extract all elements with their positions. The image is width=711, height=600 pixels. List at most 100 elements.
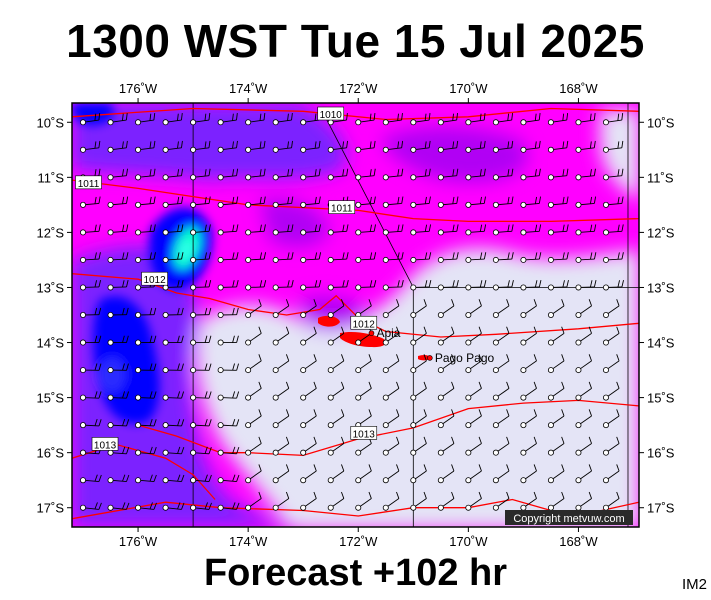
wind-barb — [520, 252, 542, 263]
wind-barb — [190, 363, 212, 374]
wind-barb — [410, 252, 432, 263]
wind-barb — [465, 113, 486, 126]
wind-barb — [547, 252, 569, 263]
wind-barb — [272, 113, 293, 126]
wind-barb — [382, 354, 400, 374]
wind-barb — [547, 354, 565, 374]
wind-barb — [300, 326, 317, 346]
wind-barb — [162, 391, 185, 401]
wind-barb — [410, 196, 431, 208]
wind-barb — [272, 279, 294, 291]
wind-barb — [520, 326, 537, 346]
lat-tick-label: 15˚S — [647, 391, 675, 406]
wind-barb — [465, 299, 482, 318]
wind-barb — [327, 140, 349, 153]
wind-barb — [80, 474, 102, 484]
wind-barb — [437, 196, 459, 208]
wind-barb — [217, 474, 240, 484]
svg-text:1011: 1011 — [331, 204, 353, 215]
savaii-island — [318, 315, 340, 327]
wind-barb — [162, 446, 185, 456]
wind-barb — [327, 409, 345, 429]
wind-barb — [547, 196, 569, 208]
wind-barb — [602, 113, 624, 126]
svg-text:1013: 1013 — [353, 429, 376, 440]
wind-barb — [272, 168, 294, 181]
wind-barb — [245, 326, 262, 346]
wind-barb — [107, 252, 129, 263]
wind-barb — [162, 502, 185, 511]
wind-barb — [465, 491, 482, 511]
wind-barb — [135, 168, 156, 181]
wind-barb — [300, 436, 317, 456]
wind-barb — [575, 409, 592, 429]
wind-barb — [382, 409, 400, 429]
wind-barb — [190, 391, 212, 401]
wind-barb — [107, 418, 130, 429]
wind-barb — [327, 436, 345, 456]
wind-barb — [575, 224, 597, 236]
wind-barb — [492, 168, 514, 181]
wind-barb — [272, 326, 290, 346]
wind-barb — [300, 464, 317, 484]
wind-barb — [217, 279, 239, 291]
wind-barb — [80, 502, 102, 511]
wind-barb — [272, 196, 294, 208]
wind-barb — [217, 363, 239, 374]
wind-barb — [520, 409, 537, 429]
wind-barb — [190, 502, 212, 511]
wind-barb — [272, 224, 294, 236]
lat-tick-label: 11˚S — [647, 170, 674, 185]
wind-barb — [217, 113, 238, 126]
lat-tick-label: 14˚S — [37, 336, 65, 351]
wind-barb — [107, 224, 129, 236]
isobar-line — [72, 273, 639, 338]
wind-barb — [410, 113, 431, 126]
lat-tick-label: 16˚S — [647, 446, 675, 461]
wind-barb — [272, 381, 290, 401]
wind-barb — [575, 381, 592, 401]
wind-barb — [547, 409, 565, 429]
wind-barb — [135, 140, 156, 153]
wind-barb — [575, 354, 592, 374]
wind-barb — [520, 279, 542, 291]
wind-barb — [107, 335, 129, 346]
wind-barb — [410, 326, 427, 346]
wind-barb — [245, 279, 267, 291]
lon-tick-label: 174˚W — [229, 81, 268, 96]
wind-barb — [602, 409, 620, 429]
lon-tick-label: 176˚W — [119, 534, 158, 549]
wind-barb — [382, 381, 400, 401]
isobar-label: 1013 — [350, 426, 378, 440]
wind-barb — [382, 168, 404, 181]
wind-barb — [602, 436, 620, 456]
wind-barb — [355, 252, 377, 263]
wind-barb — [80, 279, 102, 291]
wind-barb — [162, 224, 184, 236]
wind-barb — [410, 409, 427, 429]
lat-tick-label: 12˚S — [647, 225, 675, 240]
wind-barb — [272, 299, 290, 318]
wind-barb — [437, 436, 455, 456]
wind-barb — [300, 196, 321, 208]
wind-barb — [217, 307, 239, 318]
wind-barb — [190, 252, 211, 263]
wind-barb — [217, 418, 240, 429]
wind-barb — [547, 464, 565, 484]
wind-barb — [162, 140, 183, 153]
wind-barb — [162, 279, 184, 291]
wind-barb — [217, 446, 240, 456]
wind-barb — [190, 168, 211, 181]
wind-barb — [575, 196, 597, 208]
wind-barb — [465, 381, 482, 401]
wind-barb — [547, 168, 569, 181]
wind-barb — [437, 299, 455, 318]
wind-barb — [575, 436, 592, 456]
wind-barb — [135, 446, 157, 456]
wind-barb — [135, 252, 156, 263]
wind-barb — [300, 409, 317, 429]
wind-barb — [382, 140, 404, 153]
wind-barb — [245, 436, 262, 456]
wind-barb — [300, 252, 322, 263]
